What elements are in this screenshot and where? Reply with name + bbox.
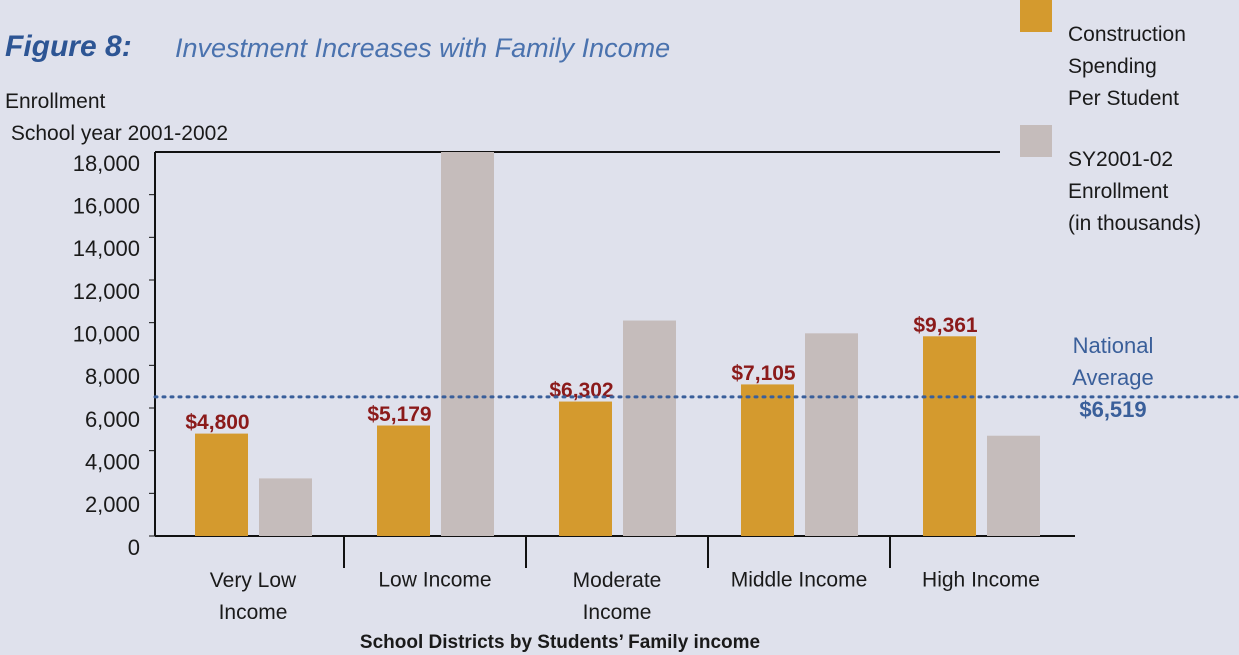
value-label: $4,800 xyxy=(185,411,249,434)
y-tick-label: 10,000 xyxy=(73,321,140,346)
bar xyxy=(805,333,858,536)
bar xyxy=(441,152,494,536)
value-label: $9,361 xyxy=(913,314,978,337)
legend-swatch xyxy=(1020,125,1052,157)
value-label: $6,302 xyxy=(549,379,613,402)
y-tick-label: 0 xyxy=(128,535,140,560)
y-tick-label: 14,000 xyxy=(73,236,140,261)
x-axis-title: School Districts by Students’ Family inc… xyxy=(360,632,760,653)
y-tick-label: 18,000 xyxy=(73,151,140,176)
bar xyxy=(377,425,430,536)
legend-swatch xyxy=(1020,0,1052,32)
value-label: $5,179 xyxy=(367,403,431,426)
y-axis-title: Enrollment School year 2001-2002 xyxy=(5,90,228,145)
bar xyxy=(987,435,1040,536)
y-tick-label: 8,000 xyxy=(85,364,140,389)
y-tick-label: 16,000 xyxy=(73,193,140,218)
x-tick-label: Moderate Income xyxy=(573,569,662,624)
bar xyxy=(259,478,312,536)
reference-label: National Average xyxy=(1072,333,1154,390)
y-tick-label: 6,000 xyxy=(85,407,140,432)
y-tick-label: 12,000 xyxy=(73,279,140,304)
x-tick-label: High Income xyxy=(922,569,1040,592)
reference-value: $6,519 xyxy=(1079,397,1146,422)
chart-title: Investment Increases with Family Income xyxy=(175,33,670,63)
bar xyxy=(195,433,248,536)
bar xyxy=(923,336,976,536)
chart-title-label: Figure 8: xyxy=(5,30,132,63)
x-tick-label: Middle Income xyxy=(731,569,868,592)
bar xyxy=(623,320,676,536)
y-tick-label: 2,000 xyxy=(85,492,140,517)
value-label: $7,105 xyxy=(731,362,796,385)
bar xyxy=(741,384,794,536)
legend-label: SY2001-02 Enrollment (in thousands) xyxy=(1068,148,1201,235)
y-tick-label: 4,000 xyxy=(85,449,140,474)
legend-label: Construction Spending Per Student xyxy=(1068,23,1186,110)
bar xyxy=(559,401,612,536)
x-tick-label: Low Income xyxy=(378,569,491,592)
x-tick-label: Very Low Income xyxy=(210,569,297,624)
